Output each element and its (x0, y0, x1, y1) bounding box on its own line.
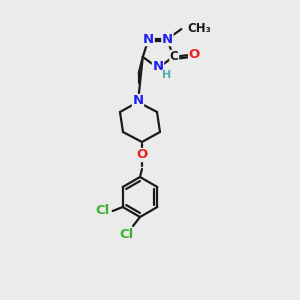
Text: C: C (170, 50, 178, 63)
Text: O: O (136, 148, 148, 161)
Text: N: N (143, 33, 154, 46)
Text: Cl: Cl (96, 205, 110, 218)
Text: N: N (162, 33, 173, 46)
Text: N: N (132, 94, 144, 107)
Text: N: N (152, 61, 164, 74)
Text: H: H (162, 70, 172, 80)
Text: Cl: Cl (119, 229, 133, 242)
Text: CH₃: CH₃ (188, 22, 211, 34)
Text: O: O (189, 48, 200, 62)
